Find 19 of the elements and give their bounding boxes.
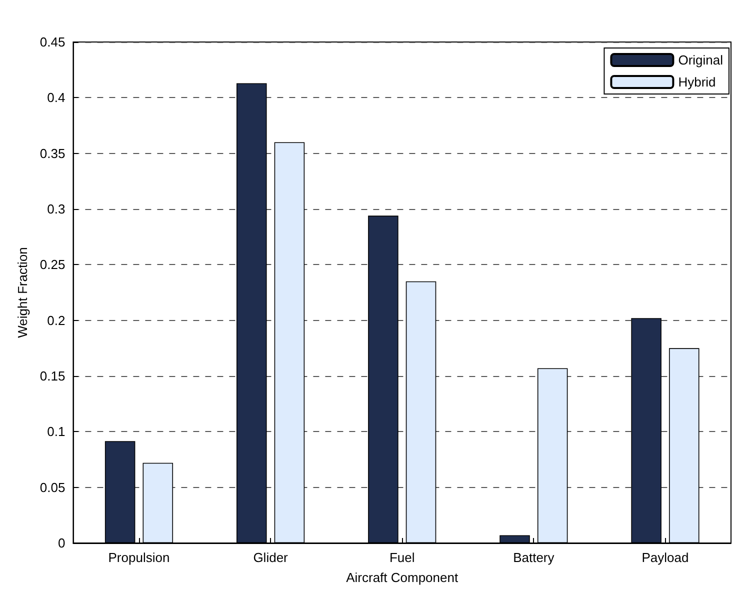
x-tick-label: Glider [253, 550, 289, 565]
x-tick-label: Payload [642, 550, 689, 565]
y-tick-label: 0.4 [47, 90, 66, 106]
x-tick-label: Battery [513, 550, 555, 565]
y-tick-label: 0.05 [40, 480, 66, 495]
x-tick-label: Propulsion [108, 550, 170, 565]
x-axis-title: Aircraft Component [346, 570, 458, 585]
y-tick-label: 0.25 [40, 257, 66, 272]
y-tick-label: 0.3 [47, 202, 66, 216]
y-tick-label: 0 [58, 536, 66, 550]
y-axis-title: Weight Fraction [15, 247, 30, 338]
y-tick-label: 0.45 [40, 34, 66, 50]
y-tick-label: 0.1 [47, 424, 66, 440]
y-tick-label: 0.35 [40, 146, 66, 161]
legend-label: Original [678, 52, 724, 68]
x-tick-label: Fuel [389, 550, 415, 565]
y-tick-label: 0.15 [40, 368, 66, 384]
y-tick-label: 0.2 [47, 312, 66, 328]
legend-label: Hybrid [678, 74, 716, 90]
